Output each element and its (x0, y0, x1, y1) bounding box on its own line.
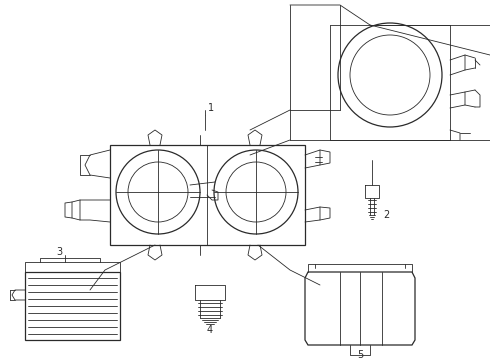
Text: 1: 1 (208, 103, 214, 113)
Text: 4: 4 (207, 325, 213, 335)
Text: 3: 3 (56, 247, 62, 257)
Text: 5: 5 (357, 350, 363, 360)
Text: 2: 2 (383, 210, 389, 220)
